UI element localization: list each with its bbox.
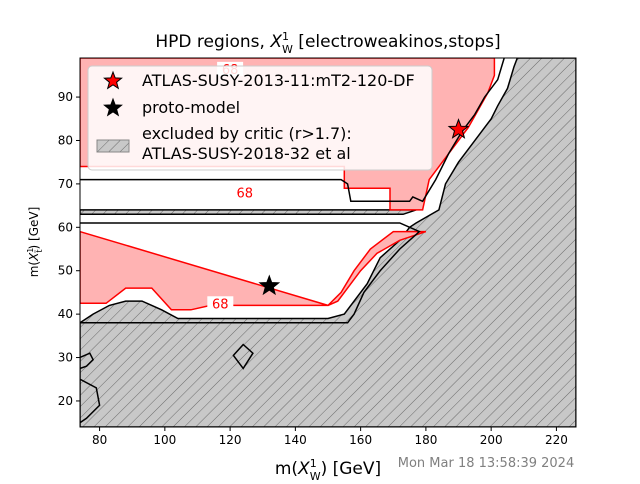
excluded-region-2 — [80, 352, 95, 370]
legend-red-star-icon — [103, 70, 123, 90]
axes: 80 100 120 140 160 180 200 220 20 30 40 50 60 70 80 90 — [58, 90, 568, 447]
contour-label-2: 68 — [212, 297, 229, 312]
x-tick-label-6: 200 — [480, 433, 503, 447]
excluded-region-1 — [80, 209, 417, 216]
y-tick-label-4: 60 — [58, 220, 73, 234]
hpd-region-1 — [80, 230, 427, 311]
excluded-region-0 — [80, 58, 576, 427]
excluded-region-3 — [232, 343, 254, 370]
x-tick-label-3: 140 — [284, 433, 307, 447]
data-point-0 — [447, 118, 470, 139]
y-tick-label-6: 80 — [58, 133, 73, 147]
x-tick-label-5: 180 — [414, 433, 437, 447]
legend-symbols — [96, 70, 130, 153]
y-tick-label-3: 50 — [58, 264, 73, 278]
y-tick-label-1: 30 — [58, 351, 73, 365]
plot-frame — [79, 57, 577, 428]
y-tick-label-5: 70 — [58, 177, 73, 191]
legend-box — [87, 65, 433, 171]
legend-label-excluded-2: ATLAS-SUSY-2018-32 et al — [142, 144, 351, 163]
legend-label-proto-model: proto-model — [142, 98, 240, 117]
timestamp: Mon Mar 18 13:58:39 2024 — [398, 456, 574, 471]
boundary-line-1 — [80, 222, 421, 324]
x-tick-label-7: 220 — [545, 433, 568, 447]
x-tick-label-1: 100 — [153, 433, 176, 447]
x-axis-label: m(X1 W) [GeV] — [275, 457, 381, 480]
data-point-1 — [258, 274, 281, 296]
contour-label-1: 68 — [237, 187, 254, 202]
y-tick-label-7: 90 — [58, 90, 73, 104]
contour-label-bg-2 — [207, 296, 234, 311]
x-tick-label-0: 80 — [92, 433, 107, 447]
x-tick-label-2: 120 — [219, 433, 242, 447]
y-axis-label: m(X1t̃) [GeV] — [26, 207, 44, 278]
legend-hatch-patch-icon — [96, 139, 130, 153]
y-tick-label-2: 40 — [58, 307, 73, 321]
legend: ATLAS-SUSY-2013-11:mT2-120-DF proto-mode… — [87, 65, 433, 171]
boundary-line-0 — [80, 58, 505, 203]
legend-black-star-icon — [103, 97, 123, 117]
contour-label-bg-1 — [231, 185, 258, 200]
chart-title: HPD regions, X1 W [electroweakinos,stops] — [155, 30, 500, 56]
y-tick-label-0: 20 — [58, 394, 73, 408]
legend-label-atlas: ATLAS-SUSY-2013-11:mT2-120-DF — [142, 71, 415, 90]
legend-label-excluded: excluded by critic (r>1.7): — [142, 124, 352, 143]
x-tick-label-4: 160 — [349, 433, 372, 447]
